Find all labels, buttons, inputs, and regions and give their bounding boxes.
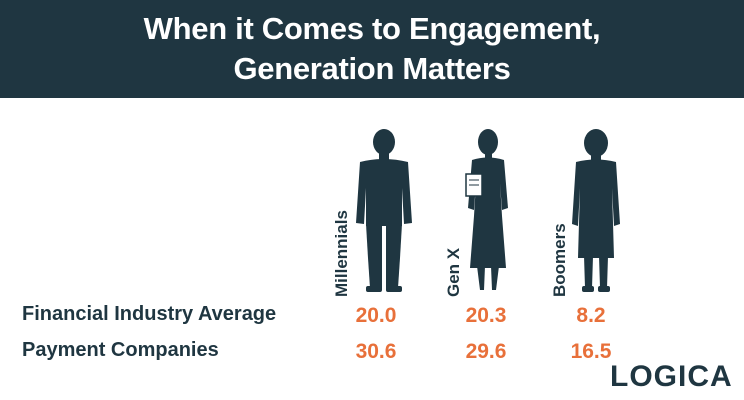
value-payment-boomers: 16.5	[570, 340, 612, 363]
genx-woman-icon	[465, 129, 508, 290]
column-label-genx: Gen X	[444, 247, 463, 297]
page-title-line2: Generation Matters	[233, 51, 511, 86]
page-title-line1: When it Comes to Engagement,	[143, 11, 601, 46]
boomer-woman-icon	[572, 129, 620, 292]
row-label-payment-companies: Payment Companies	[22, 339, 219, 361]
row-label-financial-industry-average: Financial Industry Average	[22, 303, 277, 325]
column-label-boomers: Boomers	[550, 223, 569, 297]
millennial-man-icon	[356, 129, 412, 292]
value-financial-millennials: 20.0	[355, 304, 397, 327]
title-banner: When it Comes to Engagement, Generation …	[0, 0, 744, 98]
logica-logo: LOGICA	[610, 360, 733, 393]
value-financial-boomers: 8.2	[576, 304, 606, 327]
value-payment-genx: 29.6	[465, 340, 507, 363]
column-label-millennials: Millennials	[332, 210, 351, 297]
value-payment-millennials: 30.6	[355, 340, 397, 363]
value-financial-genx: 20.3	[465, 304, 507, 327]
